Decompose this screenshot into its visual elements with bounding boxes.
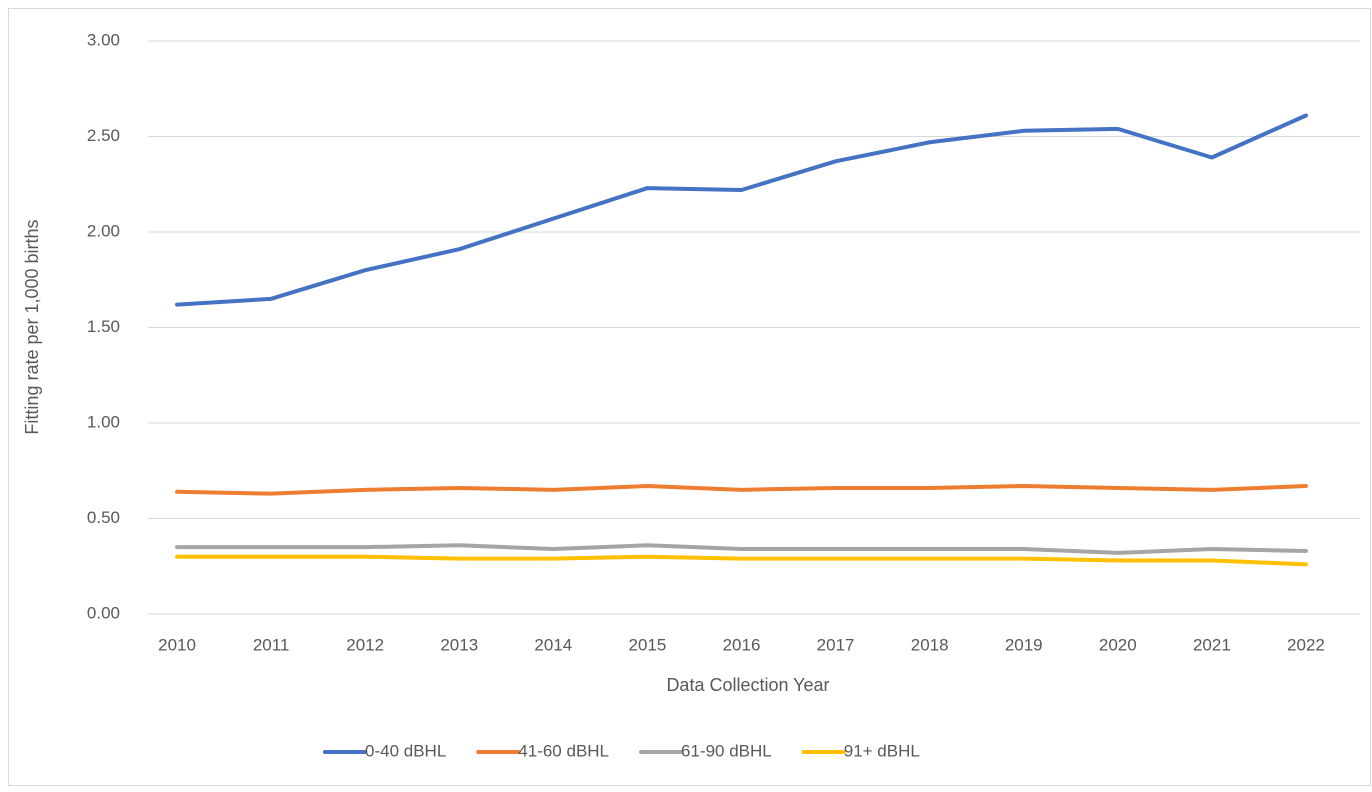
x-tick-label: 2020	[1099, 635, 1137, 654]
y-tick-label: 0.00	[87, 603, 120, 622]
series-line	[175, 113, 1308, 307]
x-tick-label: 2010	[158, 635, 196, 654]
series-line	[175, 484, 1308, 496]
y-tick-label: 2.00	[87, 221, 120, 240]
x-tick-label: 2018	[911, 635, 949, 654]
x-axis-title: Data Collection Year	[666, 675, 829, 695]
series-line	[175, 554, 1308, 567]
x-tick-label: 2014	[534, 635, 572, 654]
x-tick-label: 2015	[629, 635, 667, 654]
y-tick-label: 3.00	[87, 30, 120, 49]
x-tick-label: 2021	[1193, 635, 1231, 654]
x-tick-label: 2019	[1005, 635, 1043, 654]
y-tick-label: 0.50	[87, 508, 120, 527]
y-axis-title: Fitting rate per 1,000 births	[22, 219, 42, 434]
x-tick-label: 2016	[723, 635, 761, 654]
legend-label: 0-40 dBHL	[365, 741, 446, 760]
y-tick-label: 2.50	[87, 126, 120, 145]
x-tick-label: 2012	[346, 635, 384, 654]
legend-label: 61-90 dBHL	[681, 741, 772, 760]
legend-label: 91+ dBHL	[844, 741, 920, 760]
chart-frame	[8, 8, 1371, 786]
x-tick-label: 2011	[253, 635, 290, 654]
y-tick-label: 1.50	[87, 317, 120, 336]
series-line	[175, 543, 1308, 555]
y-tick-label: 1.00	[87, 412, 120, 431]
x-tick-label: 2017	[817, 635, 855, 654]
x-tick-label: 2022	[1287, 635, 1325, 654]
legend-label: 41-60 dBHL	[518, 741, 609, 760]
x-tick-label: 2013	[440, 635, 478, 654]
